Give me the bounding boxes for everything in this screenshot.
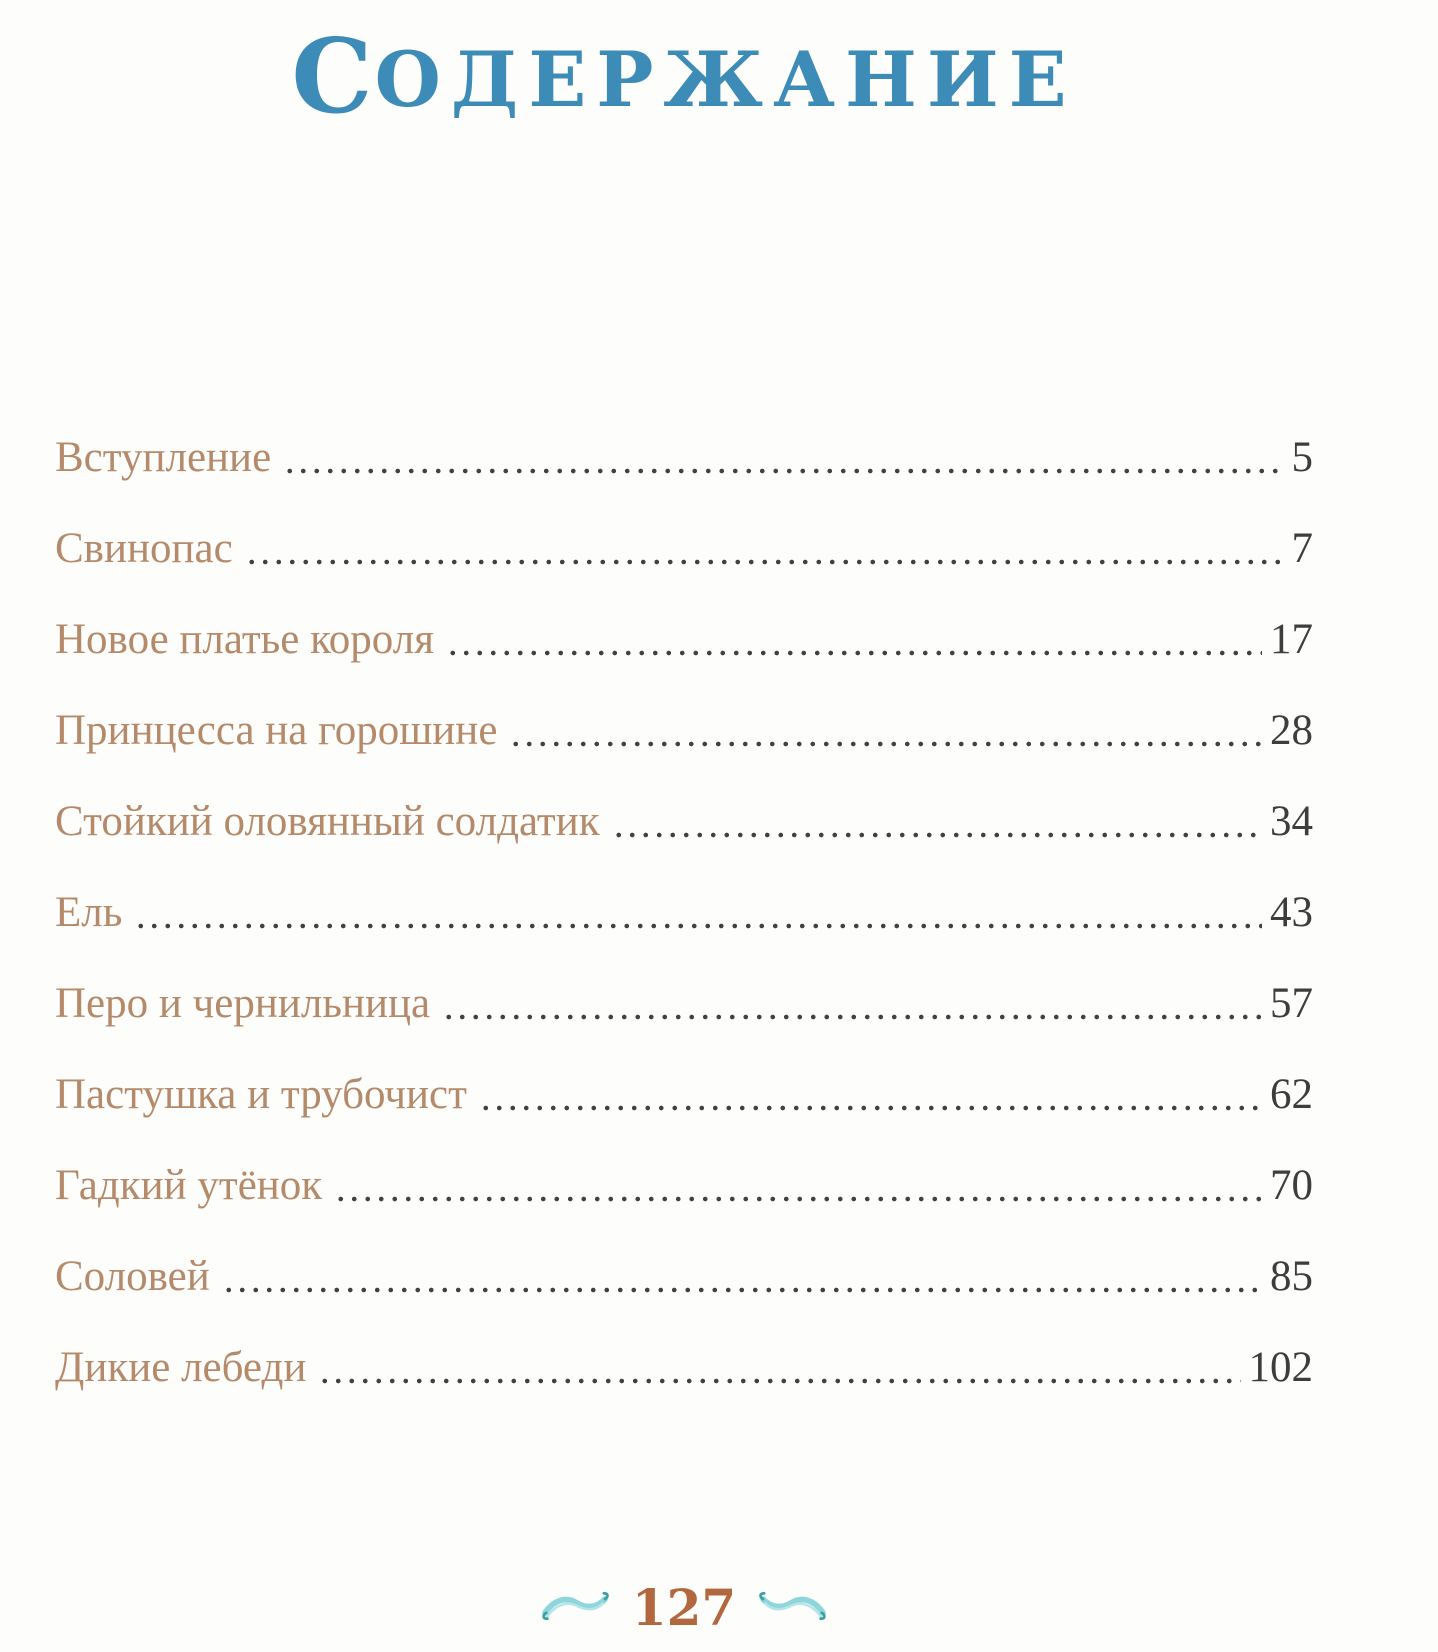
wave-ornament-icon xyxy=(538,1591,612,1626)
toc-leader-dots xyxy=(134,923,1262,929)
toc-entry-page: 57 xyxy=(1270,980,1313,1027)
page-title-rest: ОДЕРЖАНИЕ xyxy=(374,35,1077,124)
toc-entry: Ель 43 xyxy=(55,889,1313,937)
toc-entry-page: 70 xyxy=(1270,1162,1313,1209)
toc-entry: Вступление 5 xyxy=(55,434,1313,482)
toc-entry-page: 85 xyxy=(1270,1253,1313,1300)
toc-entry-title: Новое платье короля xyxy=(55,616,434,663)
toc-leader-dots xyxy=(244,559,1284,565)
toc-entry-title: Перо и чернильница xyxy=(55,980,431,1027)
toc-entry-page: 28 xyxy=(1270,707,1313,754)
toc-entry-page: 102 xyxy=(1248,1344,1314,1391)
toc-entry-title: Гадкий утёнок xyxy=(55,1162,323,1209)
toc-entry-page: 7 xyxy=(1291,525,1314,572)
toc-entry: Соловей 85 xyxy=(55,1253,1313,1301)
toc-leader-dots xyxy=(611,832,1262,838)
toc-entry: Гадкий утёнок 70 xyxy=(55,1162,1313,1210)
toc-leader-dots xyxy=(509,741,1262,747)
toc-entry: Свинопас 7 xyxy=(55,525,1313,573)
toc-leader-dots xyxy=(334,1196,1262,1202)
toc-leader-dots xyxy=(318,1378,1241,1384)
toc-leader-dots xyxy=(283,468,1284,474)
wave-ornament-icon xyxy=(756,1591,830,1626)
toc-entry: Новое платье короля 17 xyxy=(55,616,1313,664)
toc-entry-title: Вступление xyxy=(55,434,272,481)
page-footer: 127 xyxy=(55,1582,1313,1634)
toc-entry-title: Пастушка и трубочист xyxy=(55,1071,467,1118)
toc-entry-title: Соловей xyxy=(55,1253,210,1300)
toc-entry-title: Свинопас xyxy=(55,525,233,572)
toc-entry-page: 43 xyxy=(1270,889,1313,936)
toc-entry: Пастушка и трубочист 62 xyxy=(55,1071,1313,1119)
page-title: СОДЕРЖАНИЕ xyxy=(55,22,1313,135)
toc-entry-page: 17 xyxy=(1270,616,1313,663)
toc-entry: Перо и чернильница 57 xyxy=(55,980,1313,1028)
toc-entry-title: Стойкий оловянный солдатик xyxy=(55,798,600,845)
toc-entry: Принцесса на горошине 28 xyxy=(55,707,1313,755)
toc-entry-page: 5 xyxy=(1291,434,1314,481)
toc-entry: Дикие лебеди 102 xyxy=(55,1344,1313,1392)
toc-leader-dots xyxy=(445,650,1262,656)
toc-leader-dots xyxy=(478,1105,1262,1111)
toc-entry-title: Ель xyxy=(55,889,123,936)
toc-leader-dots xyxy=(221,1287,1262,1293)
footer-page-number: 127 xyxy=(631,1578,737,1637)
toc-entry-page: 62 xyxy=(1270,1071,1313,1118)
toc-entry-title: Принцесса на горошине xyxy=(55,707,498,754)
table-of-contents: Вступление 5 Свинопас 7 Новое платье кор… xyxy=(55,434,1313,1435)
toc-entry-page: 34 xyxy=(1270,798,1313,845)
toc-entry: Стойкий оловянный солдатик 34 xyxy=(55,798,1313,846)
toc-leader-dots xyxy=(442,1014,1262,1020)
page-title-initial: С xyxy=(291,17,375,137)
toc-entry-title: Дикие лебеди xyxy=(55,1344,307,1391)
